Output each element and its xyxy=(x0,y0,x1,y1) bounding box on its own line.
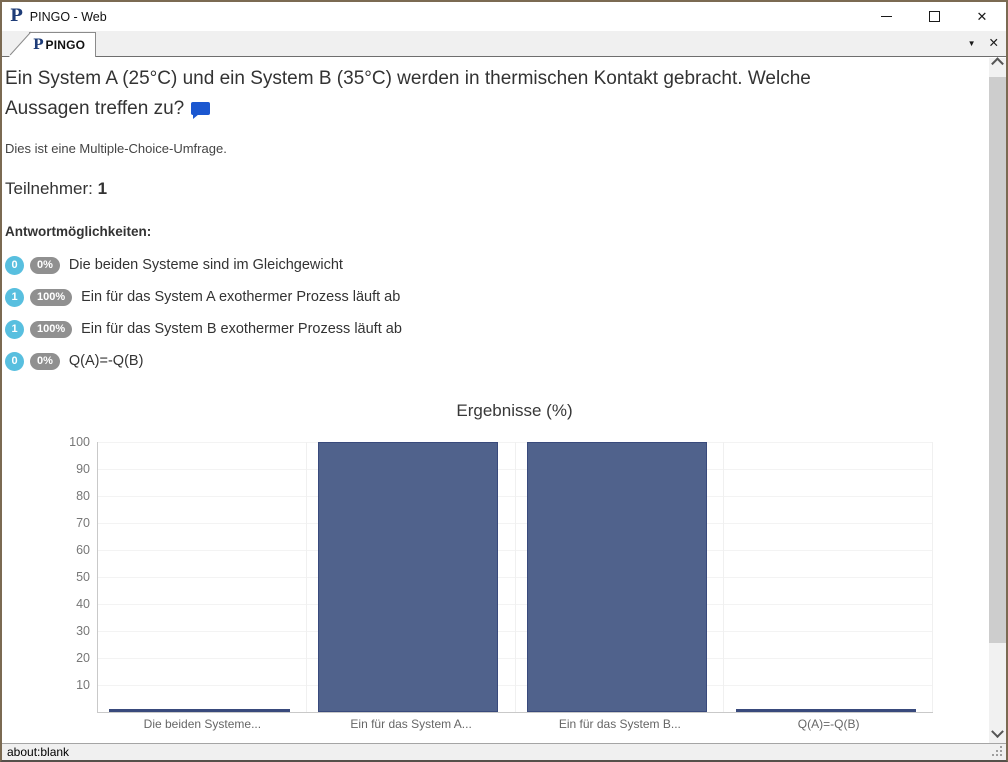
chart-plot: 100 90 80 70 60 50 40 30 20 10 Die beiden Systeme.… xyxy=(69,435,933,731)
answer-text: Ein für das System A exothermer Prozess … xyxy=(81,289,401,305)
results-chart: Ergebnisse (%) 100 90 80 70 60 50 40 30 20 10 Die … xyxy=(5,401,987,731)
y-tick-label: 70 xyxy=(76,516,90,530)
count-badge: 0 xyxy=(5,255,24,275)
participants-line: Teilnehmer: 1 xyxy=(5,179,987,199)
scroll-up-button[interactable] xyxy=(989,57,1006,75)
chart-title: Ergebnisse (%) xyxy=(456,401,573,420)
comment-bubble-icon xyxy=(191,102,211,119)
tab-list-dropdown-icon[interactable]: ▼ xyxy=(967,38,976,48)
y-tick-label: 10 xyxy=(76,678,90,692)
grid-line-horizontal xyxy=(98,523,933,524)
tab-close-icon[interactable]: ✕ xyxy=(988,36,999,51)
y-tick-label: 40 xyxy=(76,597,90,611)
answer-row: 1 100% Ein für das System B exothermer P… xyxy=(5,319,987,339)
y-tick-label: 30 xyxy=(76,624,90,638)
percent-badge: 0% xyxy=(30,352,60,370)
status-bar: about:blank xyxy=(2,743,1006,760)
x-category-label: Q(A)=-Q(B) xyxy=(797,717,860,731)
tab-label: PINGO xyxy=(45,38,86,52)
count-badge: 0 xyxy=(5,351,24,371)
answer-row: 0 0% Die beiden Systeme sind im Gleichge… xyxy=(5,255,987,275)
y-tick-label: 20 xyxy=(76,651,90,665)
grid-line-horizontal xyxy=(98,469,933,470)
answer-row: 0 0% Q(A)=-Q(B) xyxy=(5,351,987,371)
x-category-label: Ein für das System B... xyxy=(558,717,681,731)
bar xyxy=(735,709,916,712)
grid-line-vertical xyxy=(305,442,307,712)
grid-line-horizontal xyxy=(98,658,933,659)
question-heading: Ein System A (25°C) und ein System B (35… xyxy=(5,64,885,124)
survey-type-note: Dies ist eine Multiple-Choice-Umfrage. xyxy=(5,141,227,156)
grid-line-vertical xyxy=(723,442,725,712)
title-bar: P PINGO - Web ✕ xyxy=(2,2,1006,31)
count-badge: 1 xyxy=(5,287,24,307)
pingo-logo-icon: P xyxy=(33,37,44,53)
question-text: Ein System A (25°C) und ein System B (35… xyxy=(5,68,811,119)
percent-badge: 100% xyxy=(30,288,73,306)
page-content: Ein System A (25°C) und ein System B (35… xyxy=(2,58,987,743)
answer-row: 1 100% Ein für das System A exothermer P… xyxy=(5,287,987,307)
vertical-scrollbar[interactable] xyxy=(989,57,1006,743)
y-tick-label: 90 xyxy=(76,462,90,476)
grid-line-horizontal xyxy=(98,604,933,605)
chevron-down-icon xyxy=(991,725,1004,739)
participants-label: Teilnehmer: xyxy=(5,179,93,198)
bar xyxy=(318,442,499,712)
grid-line-horizontal xyxy=(98,442,933,443)
maximize-icon xyxy=(928,11,940,22)
x-category-label: Ein für das System A... xyxy=(350,717,472,731)
minimize-button[interactable] xyxy=(862,2,910,31)
percent-badge: 0% xyxy=(30,256,60,274)
bar xyxy=(109,709,290,712)
answer-text: Ein für das System B exothermer Prozess … xyxy=(81,321,402,337)
window-controls: ✕ xyxy=(862,2,1006,31)
maximize-button[interactable] xyxy=(910,2,958,31)
answers-list: 0 0% Die beiden Systeme sind im Gleichge… xyxy=(5,255,987,371)
y-tick-label: 50 xyxy=(76,570,90,584)
answer-text: Q(A)=-Q(B) xyxy=(68,353,144,369)
grid-line-horizontal xyxy=(98,631,933,632)
status-text: about:blank xyxy=(7,745,70,759)
answers-heading: Antwortmöglichkeiten: xyxy=(5,224,152,239)
tab-tools: ▼ ✕ xyxy=(968,31,999,56)
tab-pingo[interactable]: P PINGO xyxy=(29,32,97,57)
x-category-label: Die beiden Systeme... xyxy=(143,717,262,731)
scroll-down-button[interactable] xyxy=(989,725,1006,743)
chevron-up-icon xyxy=(991,57,1004,71)
scrollbar-thumb[interactable] xyxy=(989,77,1006,643)
grid-line-vertical xyxy=(932,442,933,712)
grid-line-vertical xyxy=(514,442,516,712)
grid-line-horizontal xyxy=(98,550,933,551)
count-badge: 1 xyxy=(5,319,24,339)
grid-line-horizontal xyxy=(98,577,933,578)
window-title: PINGO - Web xyxy=(29,9,107,24)
y-tick-label: 80 xyxy=(76,489,90,503)
y-tick-label: 100 xyxy=(69,435,90,449)
resize-grip-icon[interactable] xyxy=(1000,754,1002,756)
grid-line-horizontal xyxy=(98,685,933,686)
minimize-icon xyxy=(880,16,892,17)
answer-text: Die beiden Systeme sind im Gleichgewicht xyxy=(68,257,343,273)
close-button[interactable]: ✕ xyxy=(958,2,1006,31)
close-icon: ✕ xyxy=(976,9,988,24)
tab-bar: P PINGO ▼ ✕ xyxy=(2,31,1006,57)
y-tick-label: 60 xyxy=(76,543,90,557)
participants-count: 1 xyxy=(97,179,108,198)
pingo-logo-icon: P xyxy=(10,6,23,26)
grid-line-horizontal xyxy=(98,496,933,497)
percent-badge: 100% xyxy=(30,320,73,338)
bar xyxy=(526,442,708,712)
